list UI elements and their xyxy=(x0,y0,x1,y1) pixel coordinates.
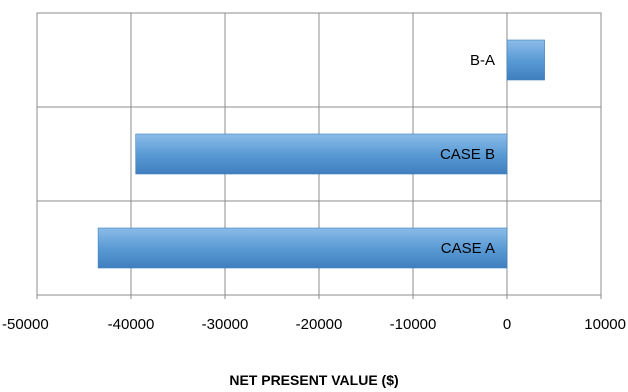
bars xyxy=(97,39,545,269)
x-tick-label: 0 xyxy=(503,316,511,333)
x-tick-label: 10000 xyxy=(584,316,626,333)
bar-b-a xyxy=(506,39,545,81)
x-tick-label: -50000 xyxy=(2,316,49,333)
bar-label: CASE B xyxy=(440,146,495,163)
bar-case-a xyxy=(97,227,508,269)
bar-labels: CASE A CASE B B-A xyxy=(440,52,495,257)
x-axis-title: NET PRESENT VALUE ($) xyxy=(229,372,398,388)
bar-label: CASE A xyxy=(441,240,495,257)
x-tick-label: -40000 xyxy=(108,316,155,333)
bar-label: B-A xyxy=(470,52,495,69)
x-tick-label: -10000 xyxy=(390,316,437,333)
x-axis-ticks: -50000 -40000 -30000 -20000 -10000 0 10000 xyxy=(2,295,626,333)
bar-case-b xyxy=(135,133,508,175)
x-tick-label: -20000 xyxy=(296,316,343,333)
x-tick-label: -30000 xyxy=(202,316,249,333)
